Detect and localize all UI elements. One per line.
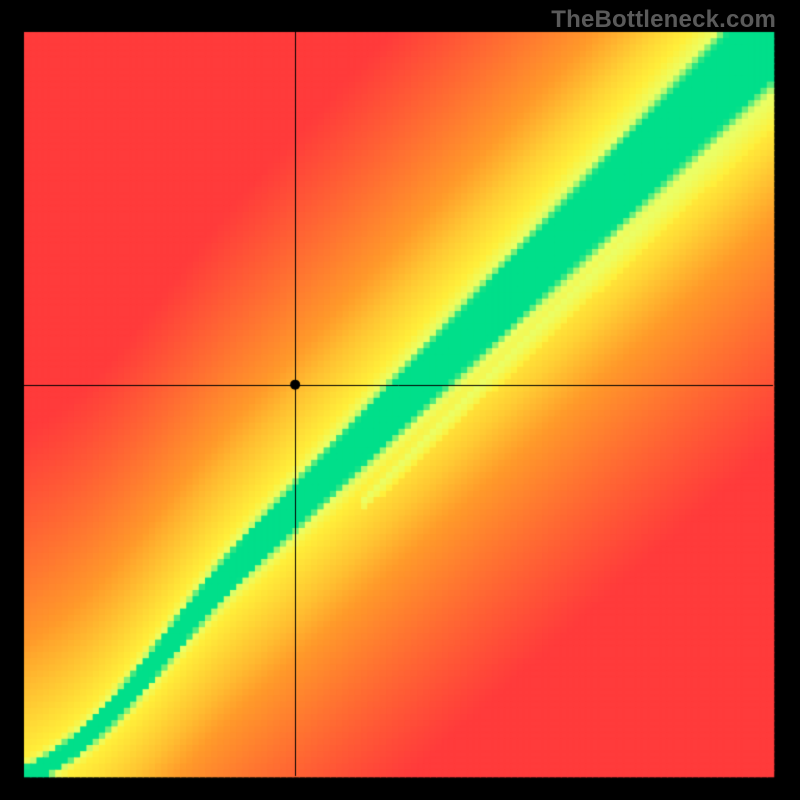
watermark-text: TheBottleneck.com (551, 6, 776, 34)
bottleneck-heatmap (0, 0, 800, 800)
figure-frame: TheBottleneck.com (0, 0, 800, 800)
